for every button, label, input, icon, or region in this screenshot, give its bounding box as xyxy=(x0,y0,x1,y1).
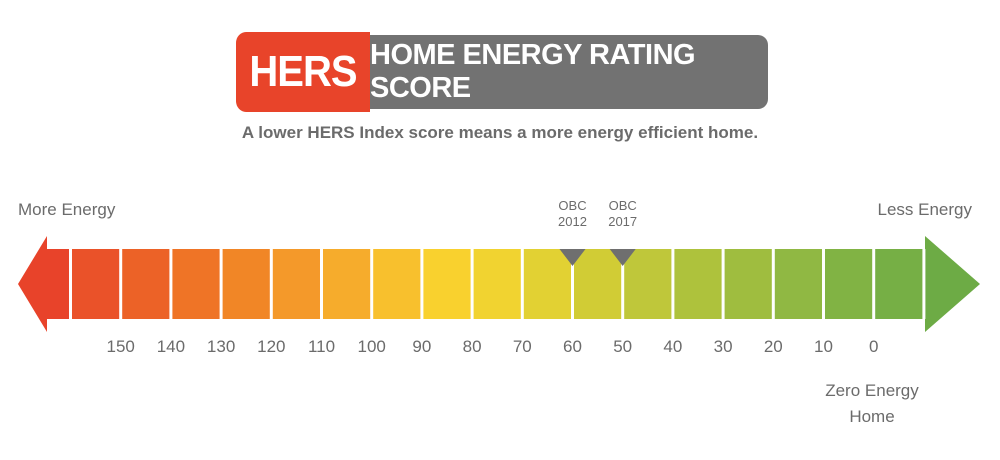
banner-title: HOME ENERGY RATING SCORE xyxy=(370,35,768,109)
scale-segment xyxy=(825,249,873,319)
scale-segment xyxy=(272,249,320,319)
code-marker-triangle xyxy=(609,249,636,266)
tick-label: 110 xyxy=(307,337,336,356)
scale-segment xyxy=(724,249,772,319)
code-marker-triangle xyxy=(559,249,586,266)
scale-segment xyxy=(373,249,421,319)
tick-label: 40 xyxy=(663,337,683,356)
tick-label: 50 xyxy=(613,337,633,356)
tick-label: 120 xyxy=(257,337,286,356)
scale-segment xyxy=(122,249,170,319)
tick-label: 10 xyxy=(814,337,833,356)
scale-segment xyxy=(674,249,722,319)
scale-segment xyxy=(323,249,371,319)
tick-label: 60 xyxy=(563,337,582,356)
scale-segment xyxy=(774,249,822,319)
scale-segment xyxy=(875,249,923,319)
zero-energy-home-label: Zero Energy Home xyxy=(825,381,919,426)
tick-label: 100 xyxy=(357,337,386,356)
tick-label: 80 xyxy=(462,337,482,356)
tick-label: 0 xyxy=(868,337,879,356)
scale-segment xyxy=(574,249,622,319)
scale-segment xyxy=(423,249,471,319)
tick-label: 130 xyxy=(206,337,236,356)
scale-segment xyxy=(72,249,120,319)
scale-segment xyxy=(523,249,571,319)
hers-badge: HERS xyxy=(236,32,370,112)
tick-label: 20 xyxy=(763,337,783,356)
tick-label: 90 xyxy=(412,337,432,356)
subtitle: A lower HERS Index score means a more en… xyxy=(241,123,759,142)
left-arrow-head xyxy=(18,236,69,332)
scale-segment xyxy=(172,249,220,319)
scale-segment xyxy=(222,249,270,319)
tick-label: 70 xyxy=(512,337,532,356)
scale-segment xyxy=(473,249,521,319)
code-marker-label: OBC 2017 xyxy=(608,198,638,229)
code-marker-label: OBC 2012 xyxy=(558,198,587,229)
scale-segment xyxy=(624,249,672,319)
more-energy-label: More Energy xyxy=(18,200,116,219)
tick-label: 140 xyxy=(156,337,186,356)
less-energy-label: Less Energy xyxy=(877,200,973,219)
tick-label: 30 xyxy=(713,337,733,356)
right-arrow-head xyxy=(925,236,980,332)
tick-label: 150 xyxy=(106,337,135,356)
hers-banner: HERS HOME ENERGY RATING SCORE xyxy=(236,32,768,112)
